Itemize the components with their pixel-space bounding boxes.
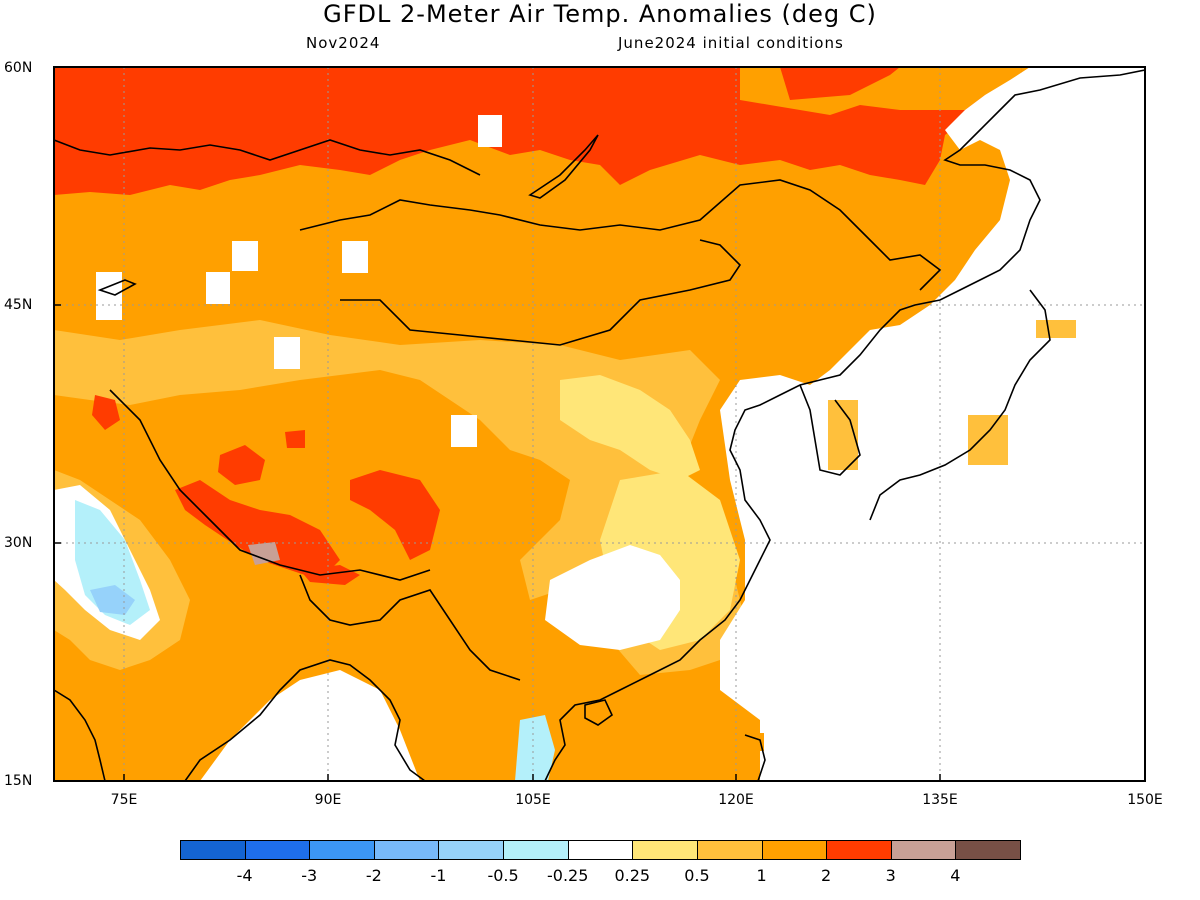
anomaly-region-2-3-pamir [92,395,120,430]
anomaly-region-near-zero-bay [200,670,420,781]
forecast-month: Nov2024 [306,34,381,52]
anomaly-cell-japan [1036,320,1076,338]
lat-label-30n: 30N [4,535,33,551]
lon-label-90e: 90E [314,792,342,808]
coastline-lake-baikal [528,134,599,199]
colorbar-swatch [244,840,311,860]
colorbar-label: -4 [236,866,253,885]
coastline-east-asia [544,69,1146,782]
initial-conditions-label: June2024 initial conditions [618,34,844,52]
map-frame [53,66,1146,782]
anomaly-region-025-05-east [560,375,700,480]
missing-data-box [451,415,477,447]
anomaly-region-2-3-tibet-east [350,470,440,560]
border-china-russia [299,179,942,291]
border-india-china [299,574,521,681]
colorbar-label: -2 [365,866,382,885]
anomaly-field [54,67,1145,781]
missing-data-box [342,241,368,273]
anomaly-region-3-4-spot [248,542,280,565]
colorbar-label: 3 [885,866,896,885]
colorbar-label: -1 [430,866,447,885]
colorbar-label: 4 [950,866,961,885]
lon-label-150e: 150E [1127,792,1163,808]
colorbar-label: -0.5 [487,866,519,885]
graticule [54,67,1145,781]
missing-data-box [206,272,230,304]
axis-ticks [54,304,941,781]
coastline-south-asia [53,689,106,782]
anomaly-region-near-zero-southeast [545,545,680,650]
missing-data-box [274,337,300,369]
coastline-lake-balkhash [97,279,137,296]
anomaly-region-near-zero-northeast [720,67,1145,781]
border-kazakhstan [53,139,481,176]
colorbar-swatch [373,840,440,860]
colorbar-label: 2 [821,866,832,885]
lon-label-120e: 120E [718,792,754,808]
map-title: GFDL 2-Meter Air Temp. Anomalies (deg C) [323,0,877,28]
colorbar-label: 0.5 [684,866,710,885]
colorbar-swatch [890,840,957,860]
colorbar-swatch [567,840,634,860]
coastline-korea [799,384,861,476]
colorbar-swatch [180,840,246,860]
anomaly-region-negative-vietnam [515,715,555,781]
anomaly-region-2-3-himalaya [300,565,360,585]
colorbar-swatch [309,840,375,860]
anomaly-region-2-3-spot [285,430,305,448]
missing-data-box [478,115,502,147]
colorbar-swatch [632,840,698,860]
anomaly-region-1-2-north-patch [740,67,1022,115]
coastline-bay-of-bengal [184,659,426,782]
colorbar-swatch [696,840,763,860]
colorbar-label: 0.25 [614,866,651,885]
colorbar-swatch [503,840,569,860]
colorbar-label: -0.25 [546,866,589,885]
lon-label-105e: 105E [515,792,551,808]
lon-label-75e: 75E [110,792,138,808]
colorbar-label: 1 [756,866,767,885]
anomaly-region-2-3-tibet-center [218,445,265,485]
missing-data-box [232,241,258,271]
colorbar-swatch [761,840,828,860]
colorbar-label: -3 [301,866,318,885]
coastline-hainan [584,699,614,726]
anomaly-region-2-3-tibet-ridge [175,480,340,580]
lat-label-60n: 60N [4,60,33,76]
lat-label-15n: 15N [4,773,33,789]
anomaly-cell-taiwan [735,764,751,781]
coastlines-and-borders [53,69,1146,782]
colorbar-swatch [826,840,892,860]
anomaly-cell-japan [968,415,1008,465]
colorbar-swatch [438,840,505,860]
colorbar-swatch [955,840,1021,860]
missing-data-box [96,272,122,320]
coastline-japan [869,289,1051,521]
border-tibet-himalaya [109,389,431,581]
lat-label-45n: 45N [4,297,33,313]
lon-label-135e: 135E [922,792,958,808]
coastline-taiwan [744,734,766,782]
border-mongolia-china [340,239,742,346]
